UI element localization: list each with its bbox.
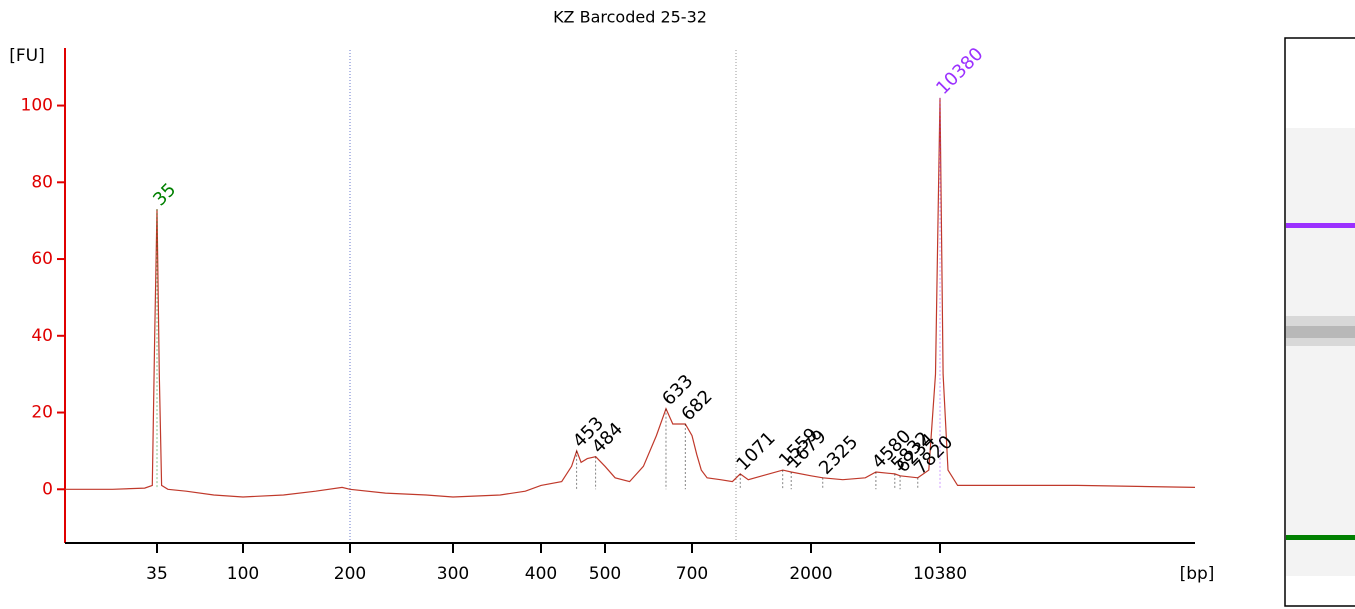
x-tick-label: 400: [525, 564, 557, 584]
peak-label: 35: [149, 179, 180, 210]
x-tick-label: 2000: [789, 564, 832, 584]
chart-title: KZ Barcoded 25-32: [553, 8, 707, 27]
y-tick-label: 0: [42, 479, 53, 499]
trace: [65, 97, 1196, 498]
peak-label: 1071: [732, 428, 779, 475]
gel-smear: [1286, 326, 1355, 338]
y-axis-label: [FU]: [9, 46, 45, 66]
x-tick-label: 700: [676, 564, 708, 584]
gel-band: [1286, 535, 1355, 540]
x-tick-label: 35: [146, 564, 168, 584]
x-tick-label: 200: [334, 564, 366, 584]
x-tick-label: 300: [437, 564, 469, 584]
y-tick-label: 80: [31, 172, 53, 192]
x-axis-label: [bp]: [1180, 564, 1215, 584]
x-tick-label: 10380: [913, 564, 967, 584]
peak-label: 10380: [932, 44, 987, 99]
x-tick-label: 100: [227, 564, 259, 584]
y-tick-label: 100: [21, 96, 53, 116]
y-tick-label: 40: [31, 326, 53, 346]
x-tick-label: 500: [589, 564, 621, 584]
gel-background: [1286, 128, 1355, 576]
gel-band: [1286, 223, 1355, 228]
y-tick-label: 20: [31, 403, 53, 423]
gel-lane: [1284, 37, 1355, 607]
y-tick-label: 60: [31, 249, 53, 269]
